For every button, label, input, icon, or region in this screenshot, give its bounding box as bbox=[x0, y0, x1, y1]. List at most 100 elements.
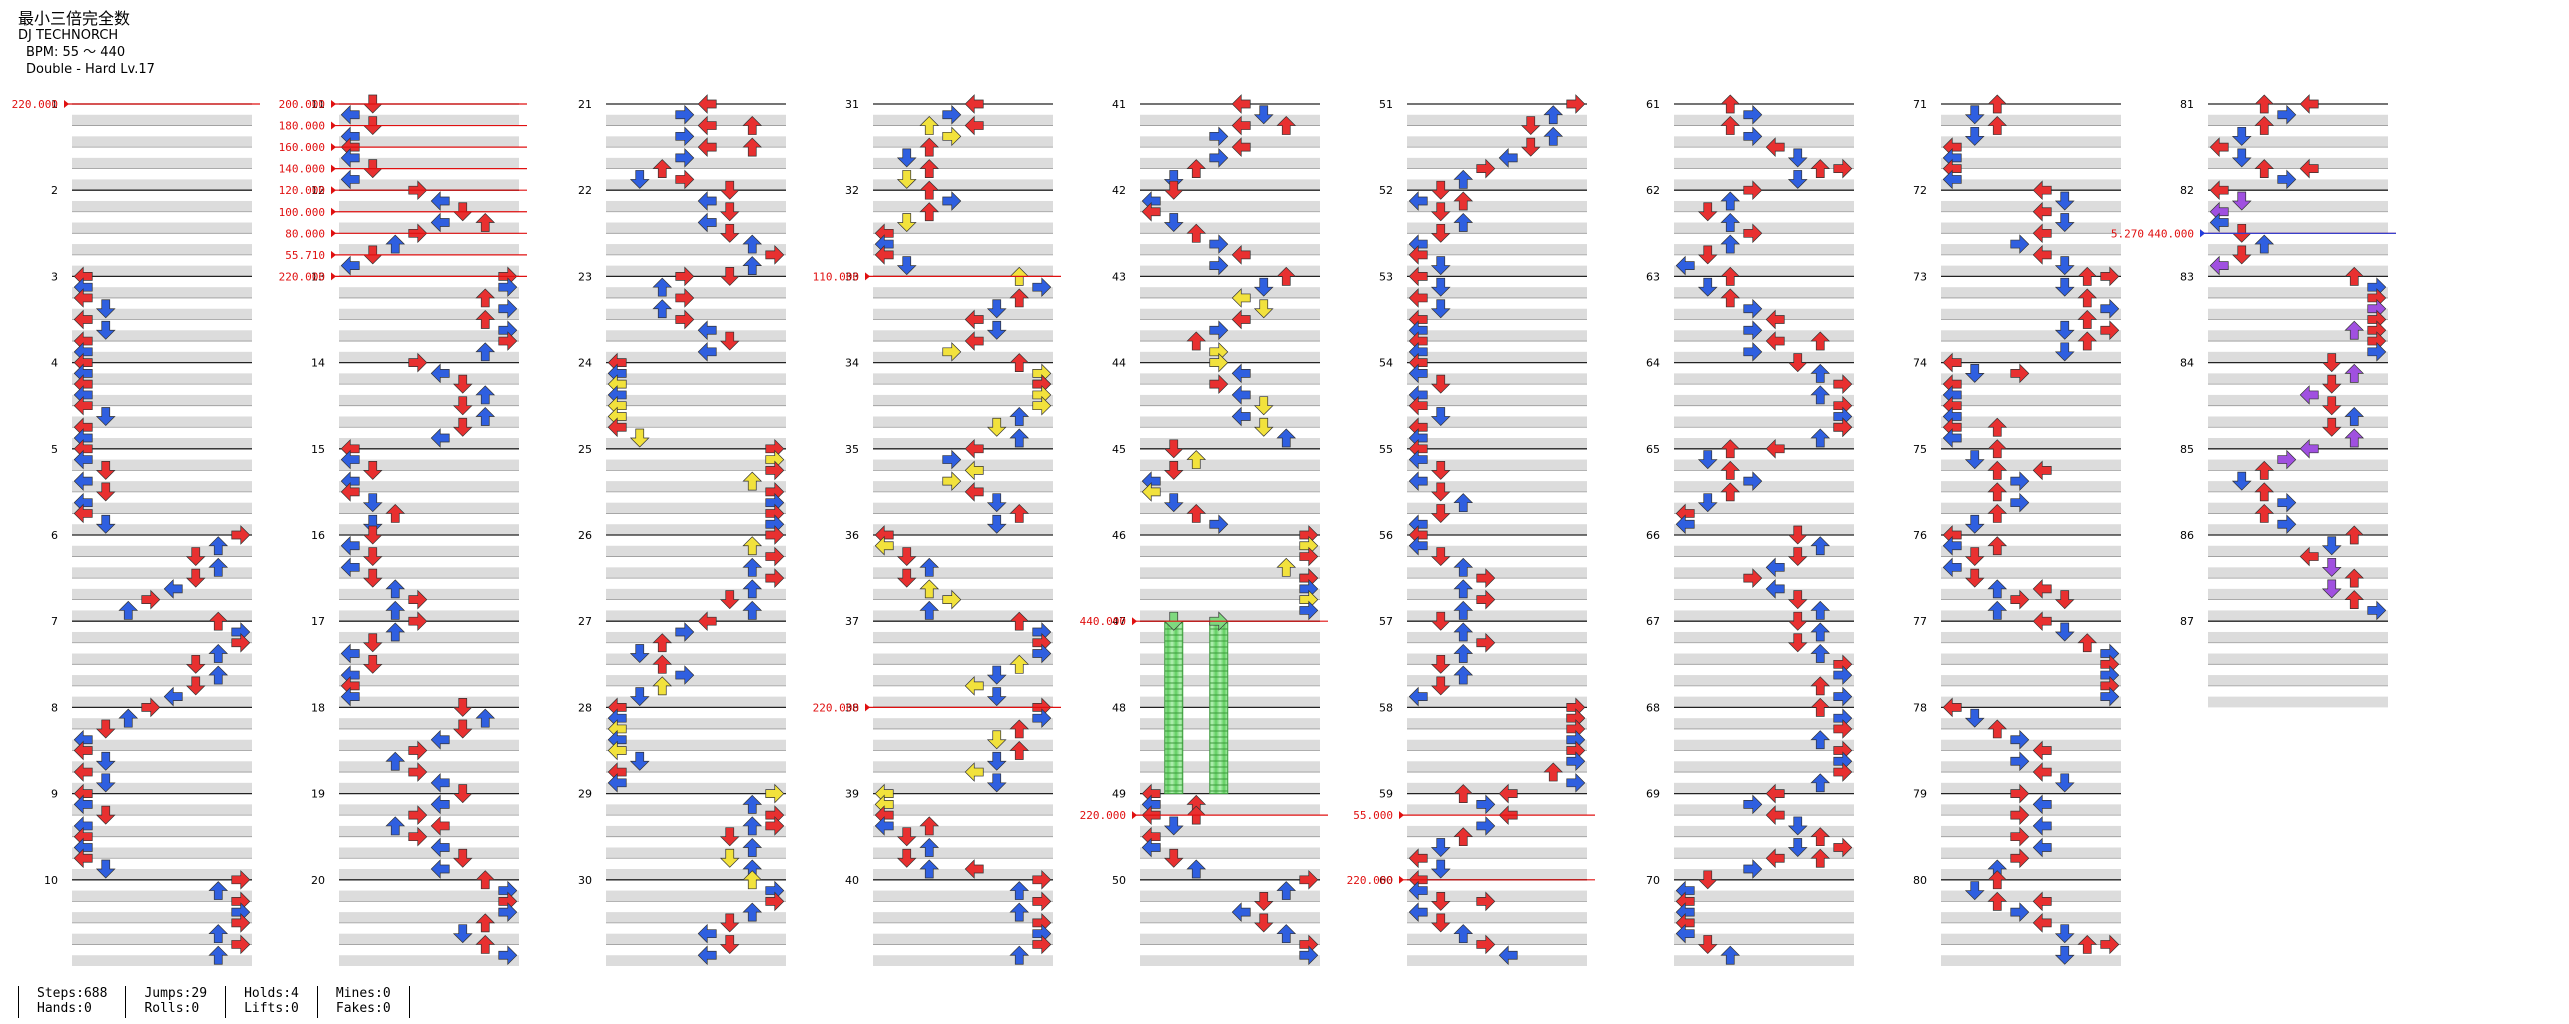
beat-band bbox=[1674, 481, 1854, 492]
step-arrow bbox=[208, 924, 229, 944]
beat-band bbox=[1140, 481, 1320, 492]
beat-band bbox=[1674, 933, 1854, 945]
beat-band bbox=[1140, 287, 1320, 298]
beat-band bbox=[606, 933, 786, 945]
step-arrow bbox=[2010, 783, 2030, 804]
beat-band bbox=[72, 588, 252, 600]
beat-band bbox=[1140, 308, 1320, 320]
step-arrow bbox=[2032, 837, 2052, 858]
beat-band bbox=[1407, 502, 1587, 514]
step-arrow bbox=[1009, 719, 1030, 739]
beat-band bbox=[1674, 696, 1854, 708]
beat-band bbox=[339, 804, 519, 816]
step-arrow bbox=[1231, 115, 1251, 136]
step-arrow bbox=[1987, 579, 2008, 599]
beat-band bbox=[339, 847, 519, 859]
step-arrow bbox=[1987, 891, 2008, 911]
step-arrow bbox=[742, 116, 763, 135]
beat-band bbox=[339, 157, 519, 169]
step-arrow bbox=[1009, 945, 1030, 965]
measure-number: 47 bbox=[1112, 615, 1126, 628]
step-arrow bbox=[362, 493, 383, 513]
step-arrow bbox=[1810, 600, 1831, 620]
step-arrow bbox=[1810, 773, 1831, 793]
measure-number: 52 bbox=[1379, 184, 1393, 197]
step-arrow bbox=[95, 407, 116, 426]
beat-band bbox=[606, 200, 786, 212]
step-arrow bbox=[742, 579, 763, 599]
step-arrow bbox=[1787, 838, 1808, 857]
step-arrow bbox=[231, 913, 251, 933]
step-arrow bbox=[1231, 137, 1251, 157]
step-arrow bbox=[1833, 719, 1853, 739]
step-arrow bbox=[1697, 493, 1718, 513]
step-arrow bbox=[2054, 320, 2075, 340]
step-arrow bbox=[1810, 331, 1831, 351]
beat-band bbox=[873, 373, 1053, 385]
beat-band bbox=[339, 244, 519, 255]
bpm-change-value: 200.000 bbox=[279, 98, 325, 111]
measure-number: 81 bbox=[2180, 98, 2194, 111]
step-arrow bbox=[1276, 924, 1297, 944]
song-title: 最小三倍完全数 bbox=[18, 9, 131, 28]
step-arrow bbox=[1299, 546, 1319, 567]
step-arrow bbox=[1964, 126, 1985, 146]
beat-band bbox=[339, 718, 519, 729]
step-arrow bbox=[1032, 395, 1052, 416]
beat-band bbox=[1941, 222, 2121, 234]
beat-band bbox=[1674, 890, 1854, 902]
beat-band bbox=[1407, 114, 1587, 126]
step-arrow bbox=[919, 859, 940, 879]
beat-band bbox=[72, 200, 252, 212]
beat-band bbox=[1674, 222, 1854, 234]
step-arrow bbox=[2054, 256, 2075, 276]
measure-number: 70 bbox=[1646, 874, 1660, 887]
beat-band bbox=[339, 545, 519, 557]
step-arrow bbox=[1453, 493, 1474, 513]
beat-band bbox=[1674, 718, 1854, 729]
step-arrow bbox=[1743, 341, 1763, 362]
beat-band bbox=[1140, 718, 1320, 729]
step-arrow bbox=[452, 396, 473, 416]
step-arrow bbox=[1231, 385, 1251, 405]
measure-number: 28 bbox=[578, 701, 592, 714]
measure-number: 56 bbox=[1379, 529, 1393, 542]
beat-band bbox=[1941, 631, 2121, 643]
step-arrow bbox=[430, 816, 450, 836]
measure-number: 49 bbox=[1112, 788, 1126, 801]
step-arrow bbox=[675, 104, 695, 125]
step-arrow bbox=[964, 482, 984, 502]
step-arrow bbox=[2321, 374, 2342, 394]
step-arrow bbox=[1209, 320, 1229, 341]
measure-number: 12 bbox=[311, 184, 325, 197]
holds-count: Holds:4 bbox=[244, 986, 299, 1001]
step-arrow bbox=[1720, 482, 1741, 502]
step-arrow bbox=[385, 816, 406, 836]
step-arrow bbox=[896, 213, 917, 233]
step-arrow bbox=[95, 299, 116, 319]
step-arrow bbox=[1987, 503, 2008, 523]
step-arrow bbox=[629, 644, 650, 664]
step-arrow bbox=[1453, 665, 1474, 685]
beat-band bbox=[873, 825, 1053, 837]
beat-band bbox=[1407, 610, 1587, 622]
step-arrow bbox=[1453, 191, 1474, 211]
beat-band bbox=[1140, 394, 1320, 406]
bpm-change-value: 120.000 bbox=[279, 184, 325, 197]
step-arrow bbox=[475, 288, 496, 308]
step-arrow bbox=[1743, 794, 1763, 815]
step-arrow bbox=[919, 816, 940, 836]
beat-band bbox=[1941, 718, 2121, 729]
beat-band bbox=[339, 373, 519, 385]
step-arrow bbox=[675, 288, 695, 308]
beat-band bbox=[2208, 610, 2388, 622]
beat-band bbox=[2208, 588, 2388, 600]
beat-band bbox=[873, 244, 1053, 255]
step-arrow bbox=[697, 923, 717, 944]
step-arrow bbox=[1964, 364, 1985, 383]
step-arrow bbox=[742, 794, 763, 814]
step-arrow bbox=[2344, 406, 2365, 426]
beat-band bbox=[606, 739, 786, 751]
step-arrow bbox=[452, 417, 473, 437]
bpm-change-value: 220.000 bbox=[12, 98, 58, 111]
